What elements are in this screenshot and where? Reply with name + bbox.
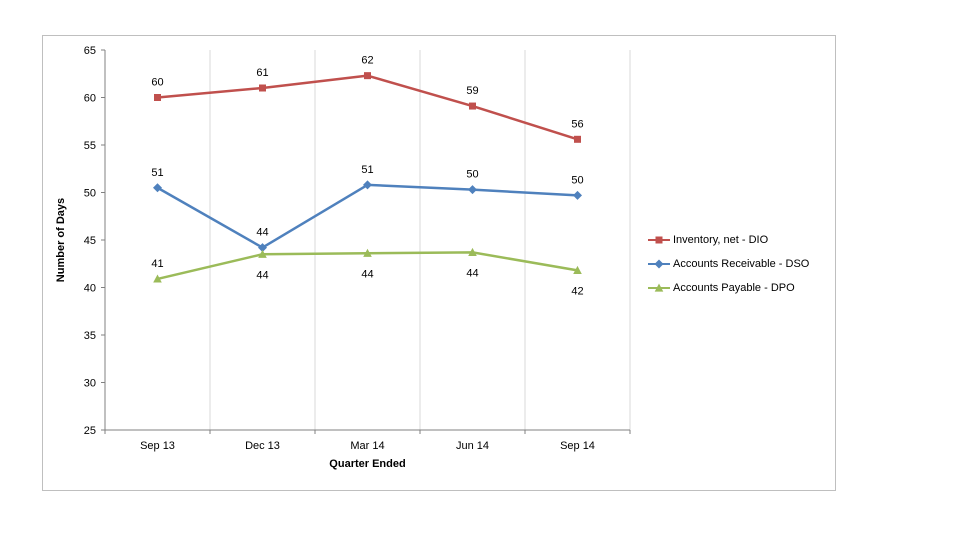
chart-frame bbox=[42, 35, 836, 491]
svg-text:51: 51 bbox=[361, 164, 373, 176]
svg-text:41: 41 bbox=[151, 258, 163, 270]
svg-text:42: 42 bbox=[571, 285, 583, 297]
series-2: 41 44 44 44 42 bbox=[151, 247, 584, 297]
axes: 25 30 35 40 45 50 55 60 65 Sep 13 Dec 13 Mar 14 Jun … bbox=[84, 45, 631, 452]
svg-text:Sep 14: Sep 14 bbox=[560, 440, 595, 452]
svg-text:65: 65 bbox=[84, 45, 96, 57]
legend-label: Accounts Payable - DPO bbox=[673, 282, 795, 294]
svg-text:60: 60 bbox=[151, 77, 163, 89]
svg-text:Jun 14: Jun 14 bbox=[456, 440, 489, 452]
svg-text:62: 62 bbox=[361, 55, 373, 67]
svg-text:44: 44 bbox=[361, 268, 373, 280]
svg-text:56: 56 bbox=[571, 118, 583, 130]
svg-text:59: 59 bbox=[466, 85, 478, 97]
series-1: 51 44 51 50 50 bbox=[151, 164, 584, 253]
svg-text:50: 50 bbox=[571, 174, 583, 186]
svg-text:50: 50 bbox=[466, 169, 478, 181]
series-0: 60 61 62 59 56 bbox=[151, 55, 584, 143]
svg-text:51: 51 bbox=[151, 167, 163, 179]
svg-text:45: 45 bbox=[84, 235, 96, 247]
svg-text:61: 61 bbox=[256, 67, 268, 79]
svg-text:30: 30 bbox=[84, 378, 96, 390]
legend-item-inventory-dio: Inventory, net - DIO bbox=[648, 233, 809, 247]
svg-text:Number of Days: Number of Days bbox=[55, 198, 67, 282]
legend-label: Inventory, net - DIO bbox=[673, 234, 769, 246]
legend-item-accounts-payable-dpo: Accounts Payable - DPO bbox=[648, 281, 809, 295]
svg-text:Quarter Ended: Quarter Ended bbox=[329, 458, 405, 470]
svg-text:44: 44 bbox=[256, 269, 268, 281]
svg-text:60: 60 bbox=[84, 93, 96, 105]
svg-text:55: 55 bbox=[84, 140, 96, 152]
svg-text:40: 40 bbox=[84, 283, 96, 295]
svg-text:Dec 13: Dec 13 bbox=[245, 440, 280, 452]
svg-text:50: 50 bbox=[84, 188, 96, 200]
svg-text:Mar 14: Mar 14 bbox=[350, 440, 384, 452]
axis-titles: Number of Days Quarter Ended bbox=[55, 198, 406, 470]
svg-text:25: 25 bbox=[84, 425, 96, 437]
svg-text:Sep 13: Sep 13 bbox=[140, 440, 175, 452]
gridlines bbox=[209, 50, 631, 430]
chart-legend: Inventory, net - DIO Accounts Receivable… bbox=[648, 233, 809, 295]
legend-triangle-marker-icon bbox=[648, 282, 670, 294]
legend-item-accounts-receivable-dso: Accounts Receivable - DSO bbox=[648, 257, 809, 271]
svg-text:44: 44 bbox=[466, 267, 478, 279]
svg-text:44: 44 bbox=[256, 227, 268, 239]
legend-label: Accounts Receivable - DSO bbox=[673, 258, 810, 270]
legend-diamond-marker-icon bbox=[648, 258, 670, 270]
legend-square-marker-icon bbox=[648, 234, 670, 246]
svg-text:35: 35 bbox=[84, 330, 96, 342]
